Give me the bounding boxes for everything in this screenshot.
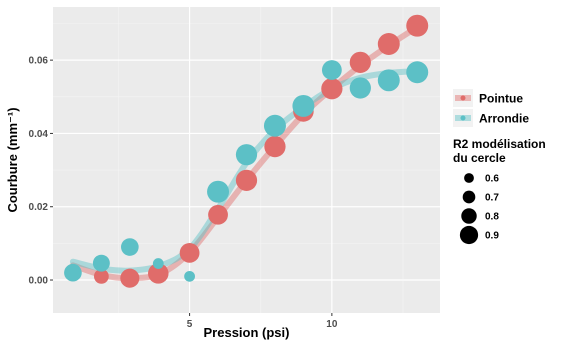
x-axis-title: Pression (psi) — [204, 325, 290, 340]
y-tick-label: 0.06 — [29, 56, 49, 67]
legend-size-dot — [462, 190, 476, 204]
point-arrondie — [406, 61, 429, 84]
legend-key-point — [460, 95, 466, 101]
legend-size-title-line1: R2 modélisation — [453, 137, 546, 151]
point-arrondie — [64, 263, 82, 282]
legend-size-dot — [461, 208, 477, 224]
point-arrondie — [121, 238, 139, 256]
point-arrondie — [321, 60, 342, 80]
point-pointue — [179, 242, 200, 263]
legend-size-label: 0.8 — [485, 212, 499, 223]
point-pointue — [406, 14, 429, 37]
point-pointue — [235, 169, 258, 191]
point-arrondie — [377, 69, 400, 92]
point-pointue — [208, 204, 228, 225]
y-axis-title: Courbure (mm⁻¹) — [5, 107, 20, 212]
point-arrondie — [349, 77, 371, 99]
point-pointue — [120, 268, 140, 288]
point-pointue — [321, 78, 343, 100]
point-pointue — [377, 33, 400, 55]
y-tick-label: 0.04 — [29, 129, 49, 140]
point-arrondie — [207, 180, 230, 203]
x-tick-label: 5 — [187, 319, 193, 330]
point-pointue — [349, 51, 371, 73]
point-pointue — [264, 136, 286, 158]
legend-size-label: 0.9 — [485, 231, 499, 242]
point-arrondie — [184, 270, 195, 282]
point-arrondie — [263, 114, 286, 137]
point-arrondie — [235, 144, 258, 166]
legend-size-dot — [459, 225, 479, 245]
point-pointue — [148, 263, 169, 284]
point-pointue — [93, 268, 109, 284]
grid-minor — [53, 7, 440, 313]
legend-color: Pointue Arrondie — [453, 89, 529, 127]
legend-label-pointue: Pointue — [479, 92, 523, 106]
y-tick-label: 0.02 — [29, 202, 49, 213]
data-points — [64, 14, 429, 288]
y-tick-label: 0.00 — [29, 276, 49, 287]
x-axis-ticks: 5 10 — [187, 313, 338, 330]
point-arrondie — [152, 258, 164, 269]
legend-size-label: 0.6 — [485, 174, 499, 185]
legend-size: R2 modélisation du cercle 0.6 0.7 0.8 0.9 — [453, 137, 546, 245]
legend-label-arrondie: Arrondie — [479, 112, 529, 126]
y-axis-ticks: 0.00 0.02 0.04 0.06 — [29, 56, 53, 287]
point-arrondie — [292, 94, 315, 117]
legend-key-point — [460, 115, 466, 121]
legend-size-label: 0.7 — [485, 193, 499, 204]
x-tick-label: 10 — [326, 319, 338, 330]
legend-size-dot — [464, 173, 474, 183]
point-arrondie — [92, 254, 110, 272]
legend-size-title-line2: du cercle — [453, 151, 506, 165]
